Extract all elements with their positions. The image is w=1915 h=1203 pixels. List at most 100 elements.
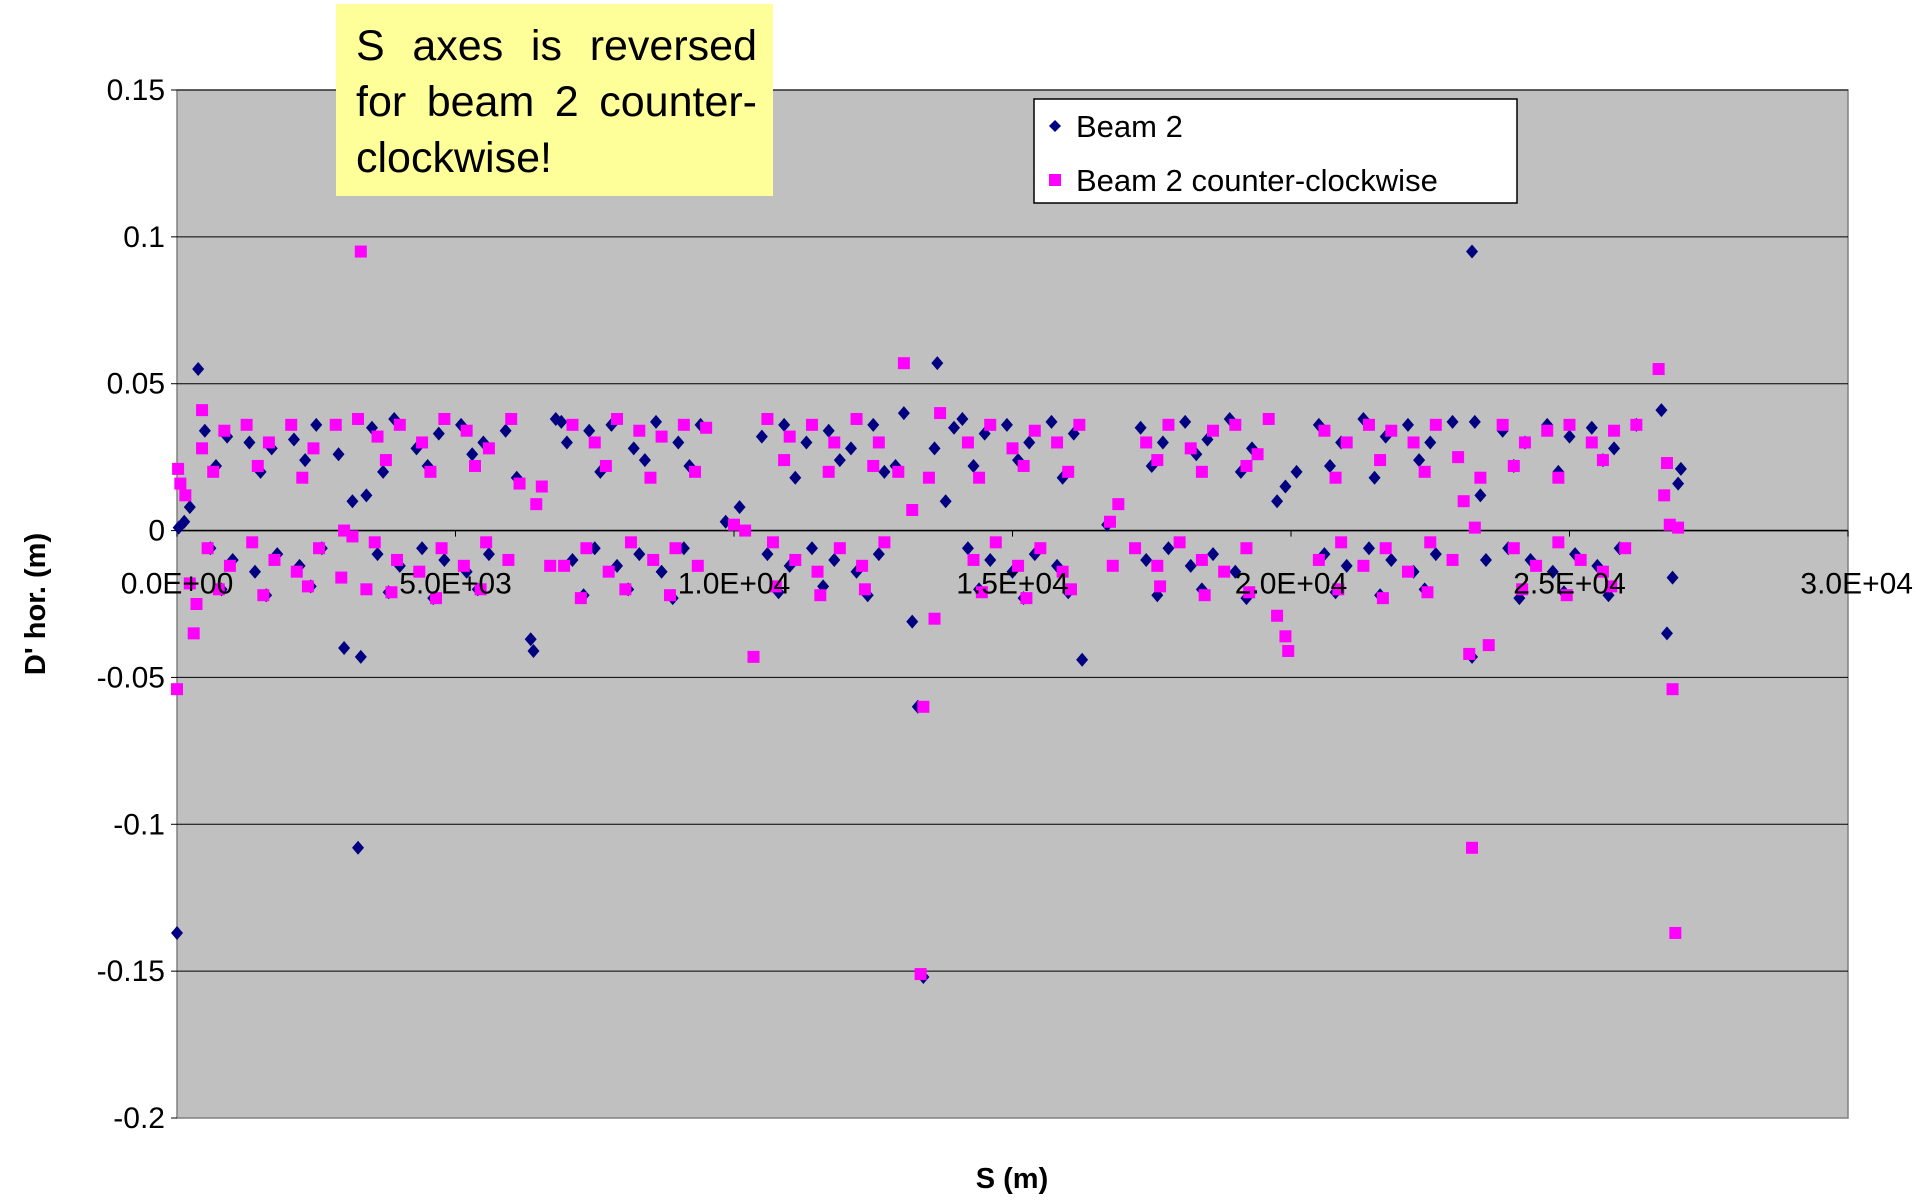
beam-2-ccw-point bbox=[1418, 465, 1431, 478]
beam-2-ccw-point bbox=[878, 536, 891, 549]
beam-2-ccw-point bbox=[424, 465, 437, 478]
beam-2-point bbox=[583, 423, 596, 438]
beam-2-ccw-point bbox=[1056, 565, 1069, 578]
beam-2-point bbox=[352, 840, 365, 855]
beam-2-ccw-point bbox=[371, 430, 384, 443]
beam-2-point bbox=[287, 432, 300, 447]
beam-2-ccw-point bbox=[1658, 489, 1671, 502]
beam-2-ccw-point bbox=[677, 418, 690, 431]
beam-2-ccw-point bbox=[1064, 583, 1077, 596]
beam-2-point bbox=[1162, 541, 1175, 556]
beam-2-ccw-point bbox=[906, 504, 919, 517]
beam-2-ccw-point bbox=[761, 412, 774, 425]
beam-2-ccw-point bbox=[223, 559, 236, 572]
beam-2-ccw-point bbox=[1162, 418, 1175, 431]
beam-2-point bbox=[931, 356, 944, 371]
beam-2-ccw-point bbox=[989, 536, 1002, 549]
beam-2-point bbox=[878, 464, 891, 479]
beam-2-ccw-point bbox=[961, 436, 974, 449]
beam-2-point bbox=[1184, 558, 1197, 573]
beam-2-ccw-point bbox=[619, 583, 632, 596]
beam-2-ccw-point bbox=[346, 530, 359, 543]
beam-2-point bbox=[1429, 547, 1442, 562]
beam-2-point bbox=[1179, 414, 1192, 429]
beam-2-ccw-point bbox=[1329, 471, 1342, 484]
beam-2-ccw-point bbox=[1401, 565, 1414, 578]
beam-2-ccw-point bbox=[1229, 418, 1242, 431]
beam-2-point bbox=[299, 453, 312, 468]
beam-2-ccw-point bbox=[1585, 436, 1598, 449]
legend-marker-beam-2 bbox=[1049, 120, 1061, 132]
beam-2-point bbox=[346, 494, 359, 509]
beam-2-point bbox=[638, 453, 651, 468]
beam-2-point bbox=[1140, 552, 1153, 567]
beam-2-point bbox=[499, 423, 512, 438]
beam-2-ccw-point bbox=[1151, 454, 1164, 467]
beam-2-point bbox=[1666, 570, 1679, 585]
beam-2-ccw-point bbox=[535, 480, 548, 493]
beam-2-ccw-point bbox=[183, 577, 196, 590]
beam-2-point bbox=[897, 406, 910, 421]
beam-2-point bbox=[1479, 552, 1492, 567]
beam-2-point bbox=[755, 429, 768, 444]
beam-2-point bbox=[1413, 453, 1426, 468]
beam-2-ccw-point bbox=[1619, 542, 1632, 555]
beam-2-ccw-point bbox=[313, 542, 326, 555]
beam-2-point bbox=[733, 500, 746, 515]
beam-2-ccw-point bbox=[588, 436, 601, 449]
beam-2-ccw-point bbox=[833, 542, 846, 555]
beam-2-point bbox=[1340, 558, 1353, 573]
beam-2-ccw-point bbox=[1112, 498, 1125, 511]
beam-2-ccw-point bbox=[179, 489, 192, 502]
beam-2-ccw-point bbox=[435, 542, 448, 555]
beam-2-point bbox=[833, 453, 846, 468]
beam-2-ccw-point bbox=[190, 598, 203, 610]
beam-2-ccw-point bbox=[1507, 459, 1520, 472]
beam-2-ccw-point bbox=[196, 404, 209, 417]
beam-2-point bbox=[1134, 420, 1147, 435]
x-axis-title: S (m) bbox=[976, 1163, 1049, 1195]
x-tick-label: 0.0E+00 bbox=[121, 568, 234, 601]
x-tick-label: 2.5E+04 bbox=[1513, 568, 1626, 601]
beam-2-ccw-point bbox=[530, 498, 543, 511]
beam-2-point bbox=[332, 447, 345, 462]
beam-2-point bbox=[1672, 476, 1685, 491]
y-tick-label: 0.05 bbox=[107, 368, 165, 401]
beam-2-point bbox=[778, 417, 791, 432]
beam-2-point bbox=[844, 441, 857, 456]
beam-2-ccw-point bbox=[647, 553, 660, 566]
beam-2-ccw-point bbox=[624, 536, 637, 549]
beam-2-ccw-point bbox=[1376, 592, 1389, 605]
beam-2-point bbox=[1207, 547, 1220, 562]
beam-2-point bbox=[650, 414, 663, 429]
beam-2-ccw-point bbox=[474, 583, 487, 596]
beam-2-point bbox=[560, 435, 573, 450]
beam-2-point bbox=[183, 500, 196, 515]
beam-2-ccw-point bbox=[892, 465, 905, 478]
beam-2-ccw-point bbox=[984, 418, 997, 431]
beam-2-point bbox=[338, 641, 351, 656]
beam-2-ccw-point bbox=[669, 542, 682, 555]
beam-2-point bbox=[1000, 417, 1013, 432]
beam-2-point bbox=[198, 423, 211, 438]
beam-2-ccw-point bbox=[1563, 418, 1576, 431]
beam-2-point bbox=[906, 614, 919, 629]
beam-2-point bbox=[1229, 564, 1242, 579]
legend-label-beam-2-counter-clockwise: Beam 2 counter-clockwise bbox=[1076, 163, 1438, 198]
beam-2-point bbox=[248, 564, 261, 579]
beam-2-ccw-point bbox=[1195, 553, 1208, 566]
beam-2-point bbox=[872, 547, 885, 562]
beam-2-point bbox=[984, 552, 997, 567]
beam-2-ccw-point bbox=[691, 559, 704, 572]
legend-label-beam-2: Beam 2 bbox=[1076, 109, 1183, 144]
beam-2-ccw-point bbox=[897, 357, 910, 370]
beam-2-ccw-point bbox=[1660, 457, 1673, 470]
legend-box bbox=[1033, 98, 1518, 204]
beam-2-ccw-point bbox=[1630, 418, 1643, 431]
beam-2-ccw-point bbox=[867, 459, 880, 472]
beam-2-ccw-point bbox=[207, 465, 220, 478]
beam-2-ccw-point bbox=[1424, 536, 1437, 549]
beam-2-ccw-point bbox=[858, 583, 871, 596]
beam-2-point bbox=[1546, 564, 1559, 579]
beam-2-ccw-point bbox=[240, 418, 253, 431]
